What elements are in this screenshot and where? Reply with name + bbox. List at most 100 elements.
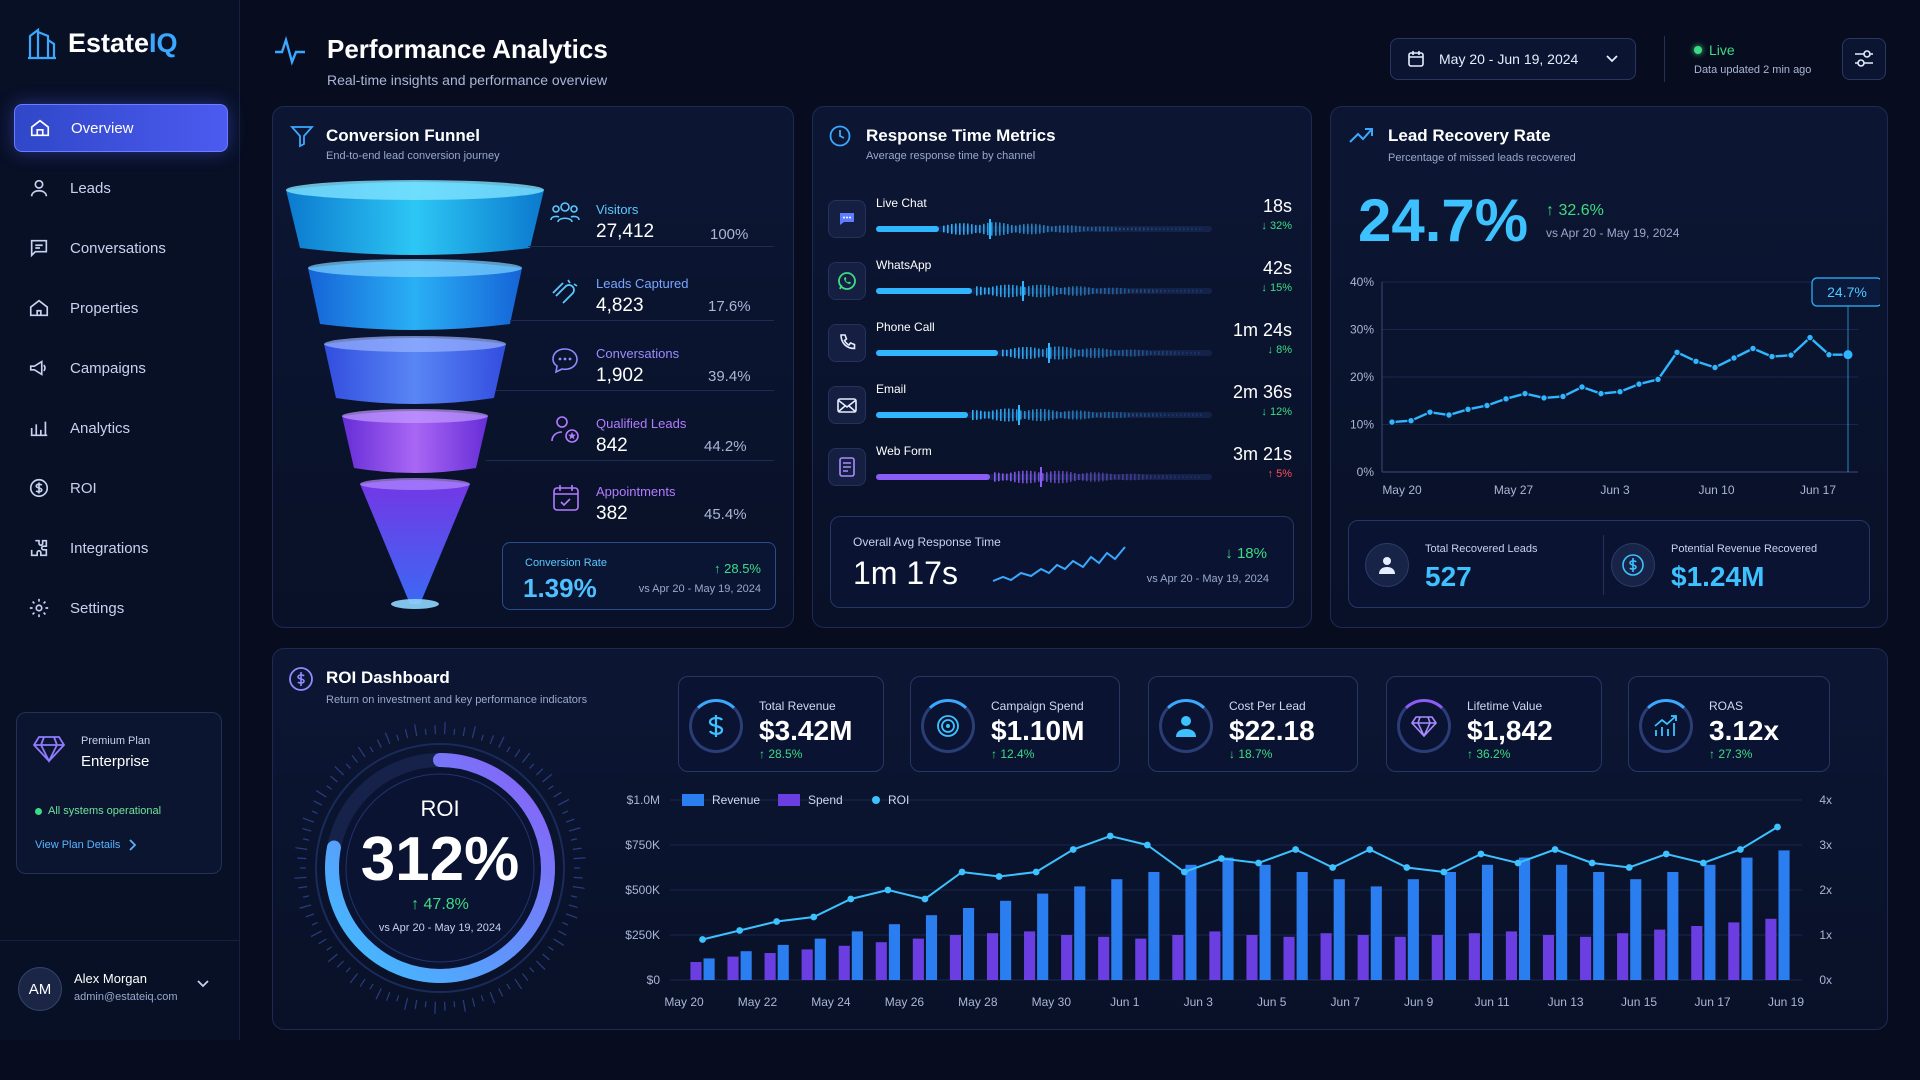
waveform-tick: [996, 409, 998, 421]
waveform-tick: [1023, 224, 1025, 234]
brand-logo[interactable]: EstateIQ: [26, 26, 178, 60]
gauge-tick: [542, 953, 550, 961]
waveform-tick: [1016, 285, 1018, 297]
gauge-tick: [568, 904, 578, 908]
waveform-tick: [1008, 284, 1010, 298]
waveform-tick: [983, 223, 985, 235]
waveform-tick: [1004, 284, 1006, 298]
callout-label: 24.7%: [1827, 284, 1867, 300]
sidebar-item-label: Campaigns: [70, 359, 146, 377]
gauge-tick: [498, 988, 504, 997]
waveform-tick: [1108, 287, 1110, 295]
waveform-tick: [1091, 227, 1093, 231]
filter-settings-button[interactable]: [1842, 38, 1886, 80]
channel-response-value: 3m 21s: [1232, 444, 1292, 464]
waveform-tick: [1076, 286, 1078, 296]
view-plan-link[interactable]: View Plan Details: [35, 839, 137, 851]
recovery-point: [1749, 344, 1757, 353]
revenue-bar: [1074, 886, 1086, 980]
waveform-tick: [1124, 412, 1126, 418]
recovery-point: [1730, 354, 1738, 362]
chevron-down-icon[interactable]: [196, 979, 210, 989]
waveform-tick: [967, 223, 969, 235]
spend-bar: [1098, 936, 1110, 980]
channel-response-change: ↓ 8%: [1267, 344, 1292, 356]
revenue-bar: [1111, 879, 1123, 980]
funnel-stage-label: Conversations: [596, 346, 680, 361]
funnel-rim: [286, 180, 544, 200]
bar-marker: [1048, 343, 1050, 363]
waveform-tick: [1051, 226, 1053, 232]
avatar[interactable]: AM: [18, 967, 62, 1011]
waveform-tick: [1092, 412, 1094, 418]
sidebar-item-conversations[interactable]: Conversations: [14, 224, 228, 272]
kpi-change: ↑ 27.3%: [1709, 747, 1753, 761]
spend-bar: [1617, 933, 1629, 980]
waveform-tick: [1008, 408, 1010, 422]
waveform-tick: [1050, 471, 1052, 483]
recovery-point: [1597, 389, 1605, 398]
y-right-tick-label: 3x: [1819, 838, 1832, 852]
revenue-bar: [703, 958, 715, 980]
waveform-tick: [1124, 288, 1126, 294]
revenue-bar: [1704, 864, 1716, 980]
revenue-bar: [814, 938, 826, 980]
recovery-point: [1768, 352, 1776, 361]
funnel-stage-leads: [308, 261, 522, 330]
sidebar-item-settings[interactable]: Settings: [14, 584, 228, 632]
gauge-tick: [572, 847, 582, 850]
waveform-tick: [1043, 225, 1045, 233]
waveform-tick: [1175, 227, 1177, 231]
funnel-stage-conversations: [324, 338, 506, 404]
waveform-tick: [1166, 475, 1168, 479]
sidebar-item-leads[interactable]: Leads: [14, 164, 228, 212]
waveform-tick: [992, 410, 994, 420]
kpi-change: ↑ 12.4%: [991, 747, 1035, 761]
sidebar-item-campaigns[interactable]: Campaigns: [14, 344, 228, 392]
channel-response-bar: [876, 343, 1212, 363]
sidebar-item-analytics[interactable]: Analytics: [14, 404, 228, 452]
x-tick-label: May 30: [1032, 995, 1072, 1009]
date-range-picker[interactable]: May 20 - Jun 19, 2024: [1390, 38, 1636, 80]
waveform-tick: [1192, 289, 1194, 293]
sidebar-item-roi[interactable]: ROI: [14, 464, 228, 512]
waveform-tick: [1159, 228, 1161, 230]
kpi-ring: [689, 699, 743, 753]
roi-point: [1255, 859, 1262, 867]
bar-fill: [876, 350, 998, 356]
waveform-tick: [1062, 346, 1064, 360]
channel-response-bar: [876, 467, 1212, 487]
gauge-tick: [294, 876, 307, 879]
spend-bar: [1135, 938, 1147, 980]
waveform-tick: [1056, 411, 1058, 419]
spend-bar: [1394, 936, 1406, 980]
waveform-tick: [1183, 227, 1185, 231]
waveform-tick: [1186, 476, 1188, 478]
waveform-tick: [951, 224, 953, 234]
funnel-subtitle: End-to-end lead conversion journey: [326, 150, 500, 162]
waveform-tick: [1094, 472, 1096, 482]
waveform-tick: [1180, 413, 1182, 417]
sidebar-item-properties[interactable]: Properties: [14, 284, 228, 332]
waveform-tick: [1198, 351, 1200, 355]
revenue-bar: [1296, 872, 1308, 980]
waveform-tick: [1039, 224, 1041, 234]
x-tick-label: May 22: [738, 995, 778, 1009]
waveform-tick: [1131, 227, 1133, 231]
funnel-glow: [391, 599, 439, 609]
sidebar-item-integrations[interactable]: Integrations: [14, 524, 228, 572]
recovery-line-chart: 0% 10% 20% 30% 40% May 20 May 27 Jun 3 Jun 10 Jun…: [1350, 275, 1880, 497]
gauge-tick: [568, 827, 581, 832]
recovery-series-line: [1391, 335, 1848, 424]
divider: [528, 246, 774, 247]
response-row-phone-call: Phone Call 1m 24s ↓ 8%: [828, 318, 1292, 374]
waveform-tick: [1178, 351, 1180, 355]
brand-name: EstateIQ: [68, 27, 178, 58]
channel-icon-wrap: [828, 262, 866, 300]
user-star-icon: [551, 416, 579, 443]
sidebar-item-overview[interactable]: Overview: [14, 104, 228, 152]
roi-point: [921, 895, 929, 903]
roi-point: [1143, 841, 1151, 849]
gauge-tick: [535, 960, 546, 970]
waveform-tick: [1082, 349, 1084, 357]
